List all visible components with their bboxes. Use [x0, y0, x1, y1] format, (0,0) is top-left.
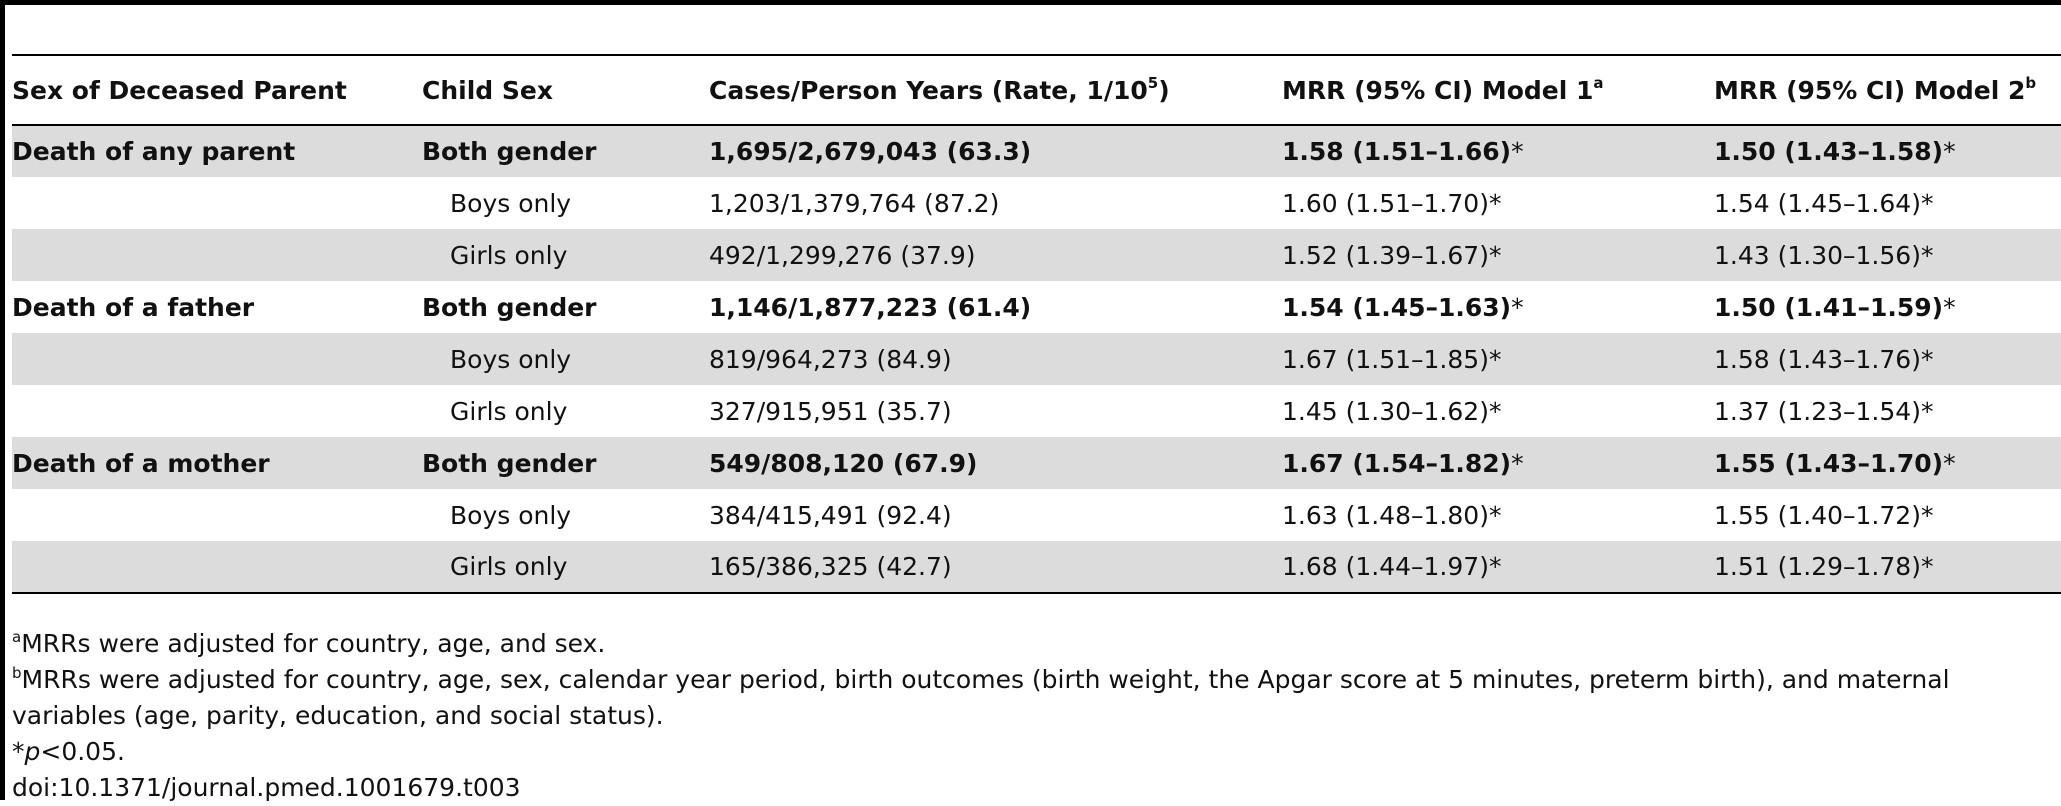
- cases-cell: 549/808,120 (67.9): [709, 448, 978, 478]
- table-row: Death of a mother Both gender 549/808,12…: [12, 437, 2061, 489]
- model1-cell: 1.68 (1.44–1.97)*: [1282, 552, 1502, 581]
- table-row: Boys only 1,203/1,379,764 (87.2) 1.60 (1…: [12, 177, 2061, 229]
- parent-cell: [12, 229, 422, 281]
- child-cell: Both gender: [422, 137, 597, 166]
- child-cell: Boys only: [450, 188, 572, 218]
- header-model1: MRR (95% CI) Model 1a: [1282, 73, 1604, 105]
- model2-cell: 1.54 (1.45–1.64)*: [1714, 188, 1934, 218]
- header-model2: MRR (95% CI) Model 2b: [1714, 73, 2037, 105]
- model1-cell: 1.54 (1.45–1.63)*: [1282, 292, 1524, 322]
- child-cell: Boys only: [450, 344, 572, 374]
- table-row: Girls only 492/1,299,276 (37.9) 1.52 (1.…: [12, 229, 2061, 281]
- child-cell: Girls only: [450, 396, 568, 426]
- left-border: [0, 0, 5, 800]
- parent-cell: Death of a mother: [12, 448, 270, 478]
- table-footnotes: aMRRs were adjusted for country, age, an…: [12, 626, 2061, 806]
- cases-cell: 1,695/2,679,043 (63.3): [709, 137, 1032, 166]
- table-row: Girls only 327/915,951 (35.7) 1.45 (1.30…: [12, 385, 2061, 437]
- child-cell: Both gender: [422, 448, 597, 478]
- footnote-b-ref: b: [2025, 73, 2037, 92]
- model1-cell: 1.63 (1.48–1.80)*: [1282, 500, 1502, 530]
- model2-cell: 1.51 (1.29–1.78)*: [1714, 552, 1934, 581]
- mortality-rate-ratio-table: Sex of Deceased Parent Child Sex Cases/P…: [12, 54, 2061, 594]
- footnote-a: aMRRs were adjusted for country, age, an…: [12, 628, 606, 658]
- model1-cell: 1.45 (1.30–1.62)*: [1282, 396, 1502, 426]
- model1-cell: 1.58 (1.51–1.66)*: [1282, 137, 1524, 166]
- top-border: [0, 0, 2061, 5]
- model2-cell: 1.37 (1.23–1.54)*: [1714, 396, 1934, 426]
- child-cell: Girls only: [450, 552, 568, 581]
- model2-cell: 1.55 (1.43–1.70)*: [1714, 448, 1956, 478]
- cases-cell: 327/915,951 (35.7): [709, 396, 952, 426]
- model1-cell: 1.67 (1.54–1.82)*: [1282, 448, 1524, 478]
- table-row: Girls only 165/386,325 (42.7) 1.68 (1.44…: [12, 541, 2061, 593]
- child-cell: Girls only: [450, 240, 568, 270]
- table-row: Boys only 384/415,491 (92.4) 1.63 (1.48–…: [12, 489, 2061, 541]
- cases-cell: 165/386,325 (42.7): [709, 552, 952, 581]
- model1-cell: 1.60 (1.51–1.70)*: [1282, 188, 1502, 218]
- header-parent-sex: Sex of Deceased Parent: [12, 75, 347, 105]
- header-cases: Cases/Person Years (Rate, 1/105): [709, 73, 1170, 105]
- parent-cell: [12, 541, 422, 593]
- parent-cell: [12, 333, 422, 385]
- child-cell: Boys only: [450, 500, 572, 530]
- model2-cell: 1.50 (1.43–1.58)*: [1714, 137, 1956, 166]
- model2-cell: 1.43 (1.30–1.56)*: [1714, 240, 1934, 270]
- parent-cell: Death of any parent: [12, 137, 296, 166]
- header-child-sex: Child Sex: [422, 75, 553, 105]
- parent-cell: Death of a father: [12, 292, 255, 322]
- cases-cell: 492/1,299,276 (37.9): [709, 240, 976, 270]
- parent-cell: [12, 489, 422, 541]
- parent-cell: [12, 385, 422, 437]
- cases-cell: 1,203/1,379,764 (87.2): [709, 188, 1000, 218]
- header-row: Sex of Deceased Parent Child Sex Cases/P…: [12, 55, 2061, 125]
- model2-cell: 1.55 (1.40–1.72)*: [1714, 500, 1934, 530]
- model2-cell: 1.50 (1.41–1.59)*: [1714, 292, 1956, 322]
- footnote-significance: *p<0.05.: [12, 737, 125, 766]
- footnote-b: bMRRs were adjusted for country, age, se…: [12, 664, 1950, 730]
- child-cell: Both gender: [422, 292, 597, 322]
- table-row: Death of any parent Both gender 1,695/2,…: [12, 125, 2061, 177]
- parent-cell: [12, 177, 422, 229]
- cases-cell: 1,146/1,877,223 (61.4): [709, 292, 1032, 322]
- model1-cell: 1.52 (1.39–1.67)*: [1282, 240, 1502, 270]
- table-row: Boys only 819/964,273 (84.9) 1.67 (1.51–…: [12, 333, 2061, 385]
- model2-cell: 1.58 (1.43–1.76)*: [1714, 344, 1934, 374]
- cases-cell: 819/964,273 (84.9): [709, 344, 952, 374]
- doi-line: doi:10.1371/journal.pmed.1001679.t003: [12, 773, 521, 802]
- cases-cell: 384/415,491 (92.4): [709, 500, 952, 530]
- table-row: Death of a father Both gender 1,146/1,87…: [12, 281, 2061, 333]
- model1-cell: 1.67 (1.51–1.85)*: [1282, 344, 1502, 374]
- footnote-a-ref: a: [1593, 73, 1604, 92]
